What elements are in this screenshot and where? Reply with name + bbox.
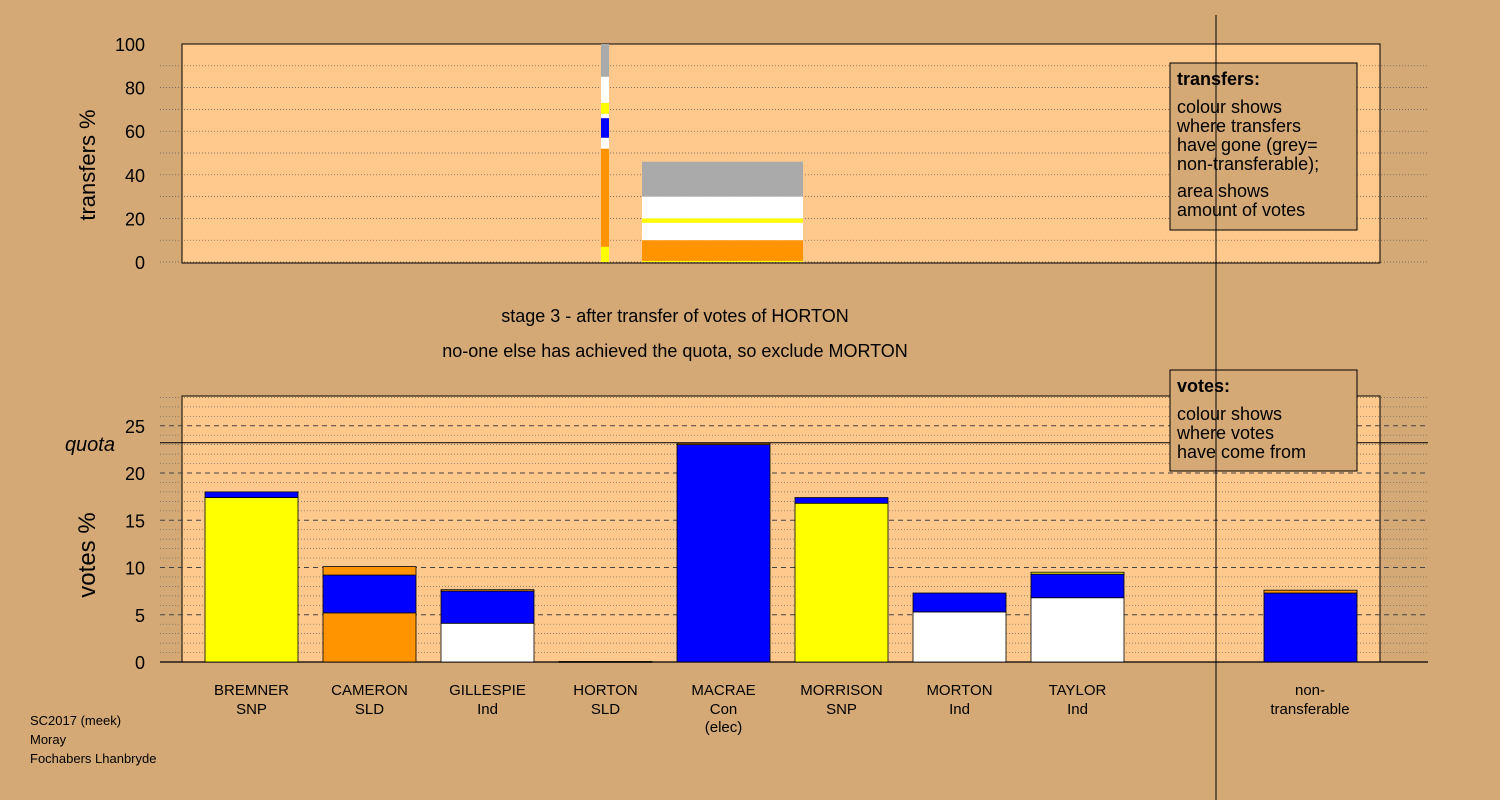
transfer-block-segment [642, 218, 803, 223]
transfers-legend: transfers: colour shows where transfers … [1169, 62, 1358, 231]
votes-y-axis-label: votes % [74, 512, 101, 597]
vote-bar-segment [322, 574, 417, 614]
transfers-legend-line: non-transferable); [1177, 154, 1319, 174]
source-bar-segment [601, 246, 609, 262]
candidate-name-label: MORTON [926, 682, 992, 699]
candidate-name-label: MACRAE [691, 682, 755, 699]
candidate-name-label: GILLESPIE [449, 682, 526, 699]
vote-bar-segment [440, 589, 535, 592]
candidate-party-label: SNP [826, 701, 857, 718]
footer-ward: Fochabers Lhanbryde [30, 751, 156, 766]
transfers-y-tick-label: 80 [125, 79, 145, 99]
transfer-block-segment [642, 240, 803, 261]
transfer-block-segment [642, 260, 803, 262]
vote-bar-segment [322, 566, 417, 576]
source-bar-segment [601, 113, 609, 119]
source-bar-segment [601, 118, 609, 138]
transfers-legend-line: amount of votes [1177, 200, 1305, 220]
vote-bar-segment [1030, 571, 1125, 575]
transfers-y-tick-label: 100 [115, 35, 145, 55]
transfers-legend-line: colour shows [1177, 97, 1282, 117]
vote-bar-segment [912, 592, 1007, 613]
candidate-name-label: BREMNER [214, 682, 289, 699]
source-bar-segment [601, 102, 609, 114]
quota-label: quota [65, 434, 115, 456]
candidate-party-label: Ind [949, 701, 970, 718]
vote-bar-segment [1030, 597, 1125, 663]
vote-bar-segment [1263, 592, 1358, 663]
candidate-party-label: Con [710, 701, 738, 718]
votes-legend: votes: colour shows where votes have com… [1169, 369, 1358, 472]
transfer-block-segment [642, 161, 803, 197]
candidate-name-label: HORTON [573, 682, 637, 699]
vote-bar-segment [912, 611, 1007, 663]
votes-legend-title: votes: [1177, 376, 1230, 396]
candidate-labels: BREMNER SNP CAMERON SLD GILLESPIE Ind HORTON SL… [214, 682, 1350, 736]
votes-legend-box [1169, 369, 1358, 472]
vote-bar-segment [440, 590, 535, 624]
stage-subtitle: no-one else has achieved the quota, so e… [442, 341, 908, 361]
transfers-y-tick-label: 20 [125, 209, 145, 229]
vote-bar-segment [558, 661, 653, 663]
candidate-name-label: MORRISON [800, 682, 883, 699]
candidate-party-label: Ind [1067, 701, 1088, 718]
candidate-name-label: CAMERON [331, 682, 408, 699]
votes-y-tick-label: 5 [135, 606, 145, 626]
source-bar-segment [601, 44, 609, 77]
source-bar-segment [601, 148, 609, 247]
candidate-name-label: TAYLOR [1049, 682, 1107, 699]
votes-y-tick-label: 15 [125, 511, 145, 531]
vote-bar-segment [204, 491, 299, 498]
vote-bar-segment [322, 612, 417, 663]
footer-council: Moray [30, 732, 67, 747]
vote-bar-segment [794, 497, 889, 504]
transfers-bars [601, 44, 803, 262]
source-bar-segment [601, 137, 609, 149]
transfer-block-segment [642, 196, 803, 219]
votes-y-tick-label: 0 [135, 653, 145, 673]
votes-bars [204, 442, 1358, 663]
vote-bar-segment [204, 497, 299, 663]
votes-y-axis: quota 0 5 10 15 20 25 [65, 417, 145, 673]
vote-bar-segment [1030, 573, 1125, 599]
votes-y-tick-label: 25 [125, 417, 145, 437]
transfers-y-axis-label: transfers % [75, 109, 100, 220]
transfers-y-tick-label: 0 [135, 253, 145, 273]
candidate-party-label: SNP [236, 701, 267, 718]
transfers-legend-title: transfers: [1177, 69, 1260, 89]
transfers-legend-line: where transfers [1176, 116, 1301, 136]
candidate-party-label: SLD [355, 701, 384, 718]
transfers-y-tick-label: 60 [125, 122, 145, 142]
transfers-legend-box [1169, 62, 1358, 231]
transfer-block-segment [642, 222, 803, 241]
candidate-party-label: transferable [1270, 701, 1349, 718]
candidate-name-label: non- [1295, 682, 1325, 699]
votes-legend-line: have come from [1177, 442, 1306, 462]
vote-bar-segment [1263, 589, 1358, 594]
votes-y-tick-label: 10 [125, 559, 145, 579]
vote-bar-segment [440, 622, 535, 663]
candidate-party-label: Ind [477, 701, 498, 718]
candidate-party-label: SLD [591, 701, 620, 718]
source-bar-segment [601, 76, 609, 103]
stage-title: stage 3 - after transfer of votes of HOR… [501, 306, 848, 326]
transfers-legend-line: area shows [1177, 181, 1269, 201]
transfers-y-tick-label: 40 [125, 166, 145, 186]
vote-bar-segment [676, 444, 771, 663]
footer-election: SC2017 (meek) [30, 713, 121, 728]
vote-bar-segment [676, 442, 771, 446]
candidate-note-label: (elec) [705, 719, 743, 736]
votes-y-tick-label: 20 [125, 464, 145, 484]
votes-legend-line: colour shows [1177, 404, 1282, 424]
vote-bar-segment [794, 502, 889, 663]
votes-legend-line: where votes [1176, 423, 1274, 443]
transfers-legend-line: have gone (grey= [1177, 135, 1318, 155]
transfers-y-axis: 0 20 40 60 80 100 [115, 35, 145, 273]
